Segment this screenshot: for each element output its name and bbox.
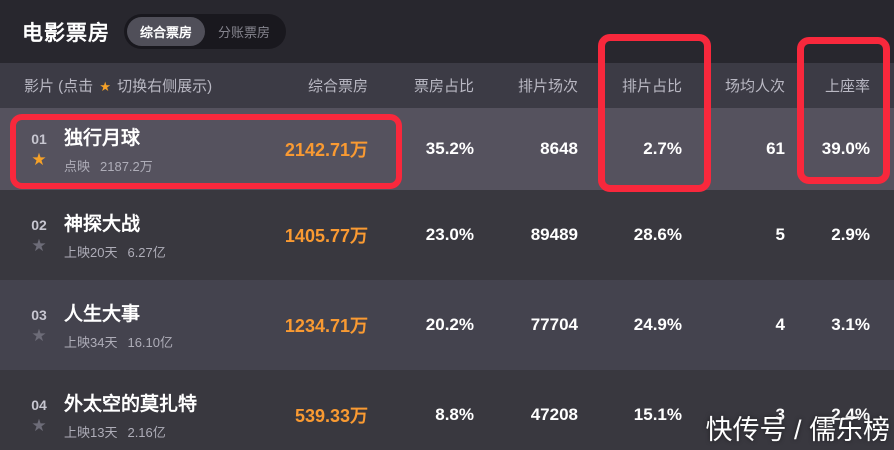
- occupancy-value: 3.1%: [831, 315, 870, 334]
- movie-cell: 02 ★ 神探大战 上映20天 6.27亿: [24, 209, 250, 261]
- gross-share-value: 20.2%: [425, 315, 474, 334]
- column-header-avg-attendance: 场均人次: [724, 78, 785, 95]
- movie-subtitle: 上映34天 16.10亿: [64, 335, 174, 350]
- topbar: 电影票房 综合票房 分账票房: [0, 0, 894, 63]
- screening-share-value: 28.6%: [633, 225, 682, 244]
- avg-attendance-value: 4: [775, 315, 785, 334]
- column-header-occupancy: 上座率: [824, 78, 870, 95]
- gross-share-value: 35.2%: [425, 139, 474, 158]
- star-icon[interactable]: ★: [31, 325, 47, 345]
- table-row[interactable]: 04 ★ 外太空的莫扎特 上映13天 2.16亿 539.33万 8.8% 47…: [0, 370, 894, 450]
- avg-attendance-value: 3: [775, 405, 785, 424]
- toggle-option-split[interactable]: 分账票房: [218, 25, 271, 40]
- screenings-value: 8648: [540, 139, 578, 158]
- movie-subtitle: 上映20天 6.27亿: [64, 245, 166, 260]
- column-header-movie: 影片 (点击 ★ 切换右侧展示): [24, 78, 213, 95]
- column-header-screening-share: 排片占比: [621, 78, 682, 95]
- rank-label: 02: [31, 216, 47, 233]
- rank-label: 03: [31, 306, 47, 323]
- table-row[interactable]: 02 ★ 神探大战 上映20天 6.27亿 1405.77万 23.0% 894…: [0, 190, 894, 280]
- toggle-option-composite[interactable]: 综合票房: [127, 17, 206, 46]
- rank-label: 01: [31, 130, 47, 147]
- movie-title: 神探大战: [64, 214, 141, 235]
- gross-share-value: 23.0%: [425, 225, 474, 244]
- screenings-value: 47208: [530, 405, 578, 424]
- rank-label: 04: [31, 396, 47, 413]
- avg-attendance-value: 61: [766, 139, 785, 158]
- gross-share-value: 8.8%: [435, 405, 474, 424]
- gross-value: 1405.77万: [284, 226, 368, 246]
- column-header-gross: 综合票房: [307, 78, 368, 95]
- occupancy-value: 2.9%: [831, 225, 870, 244]
- star-icon[interactable]: ★: [31, 149, 47, 169]
- watermark: 快传号 / 儒乐榜: [705, 415, 890, 445]
- screenings-value: 89489: [530, 225, 578, 244]
- movie-title: 外太空的莫扎特: [64, 394, 198, 415]
- box-office-type-toggle: 综合票房 分账票房: [124, 14, 287, 49]
- movie-subtitle: 点映 2187.2万: [64, 159, 153, 174]
- movie-title: 人生大事: [64, 304, 141, 325]
- column-header-screenings: 排片场次: [517, 78, 578, 95]
- table-row[interactable]: 01 ★ 独行月球 点映 2187.2万 2142.71万 35.2% 8648…: [0, 108, 894, 190]
- screening-share-value: 15.1%: [633, 405, 682, 424]
- movie-subtitle: 上映13天 2.16亿: [64, 425, 166, 440]
- column-header-gross-share: 票房占比: [413, 78, 474, 95]
- occupancy-value: 39.0%: [821, 139, 870, 158]
- gross-value: 1234.71万: [284, 316, 368, 336]
- page-title: 电影票房: [22, 21, 110, 45]
- movie-cell: 01 ★ 独行月球 点映 2187.2万: [24, 123, 250, 175]
- gross-value: 539.33万: [294, 406, 368, 426]
- star-icon[interactable]: ★: [31, 235, 47, 255]
- table-row[interactable]: 03 ★ 人生大事 上映34天 16.10亿 1234.71万 20.2% 77…: [0, 280, 894, 370]
- movie-cell: 04 ★ 外太空的莫扎特 上映13天 2.16亿: [24, 389, 250, 441]
- screening-share-value: 2.7%: [643, 139, 682, 158]
- star-icon[interactable]: ★: [31, 415, 47, 435]
- screenings-value: 77704: [530, 315, 578, 334]
- movie-title: 独行月球: [64, 128, 141, 149]
- occupancy-value: 2.4%: [831, 405, 870, 424]
- table-header-row: 影片 (点击 ★ 切换右侧展示) 综合票房 票房占比 排片场次 排片占比 场均人…: [0, 63, 894, 108]
- avg-attendance-value: 5: [775, 225, 785, 244]
- star-icon: ★: [99, 79, 111, 94]
- screening-share-value: 24.9%: [633, 315, 682, 334]
- gross-value: 2142.71万: [284, 140, 368, 160]
- movie-cell: 03 ★ 人生大事 上映34天 16.10亿: [24, 299, 250, 351]
